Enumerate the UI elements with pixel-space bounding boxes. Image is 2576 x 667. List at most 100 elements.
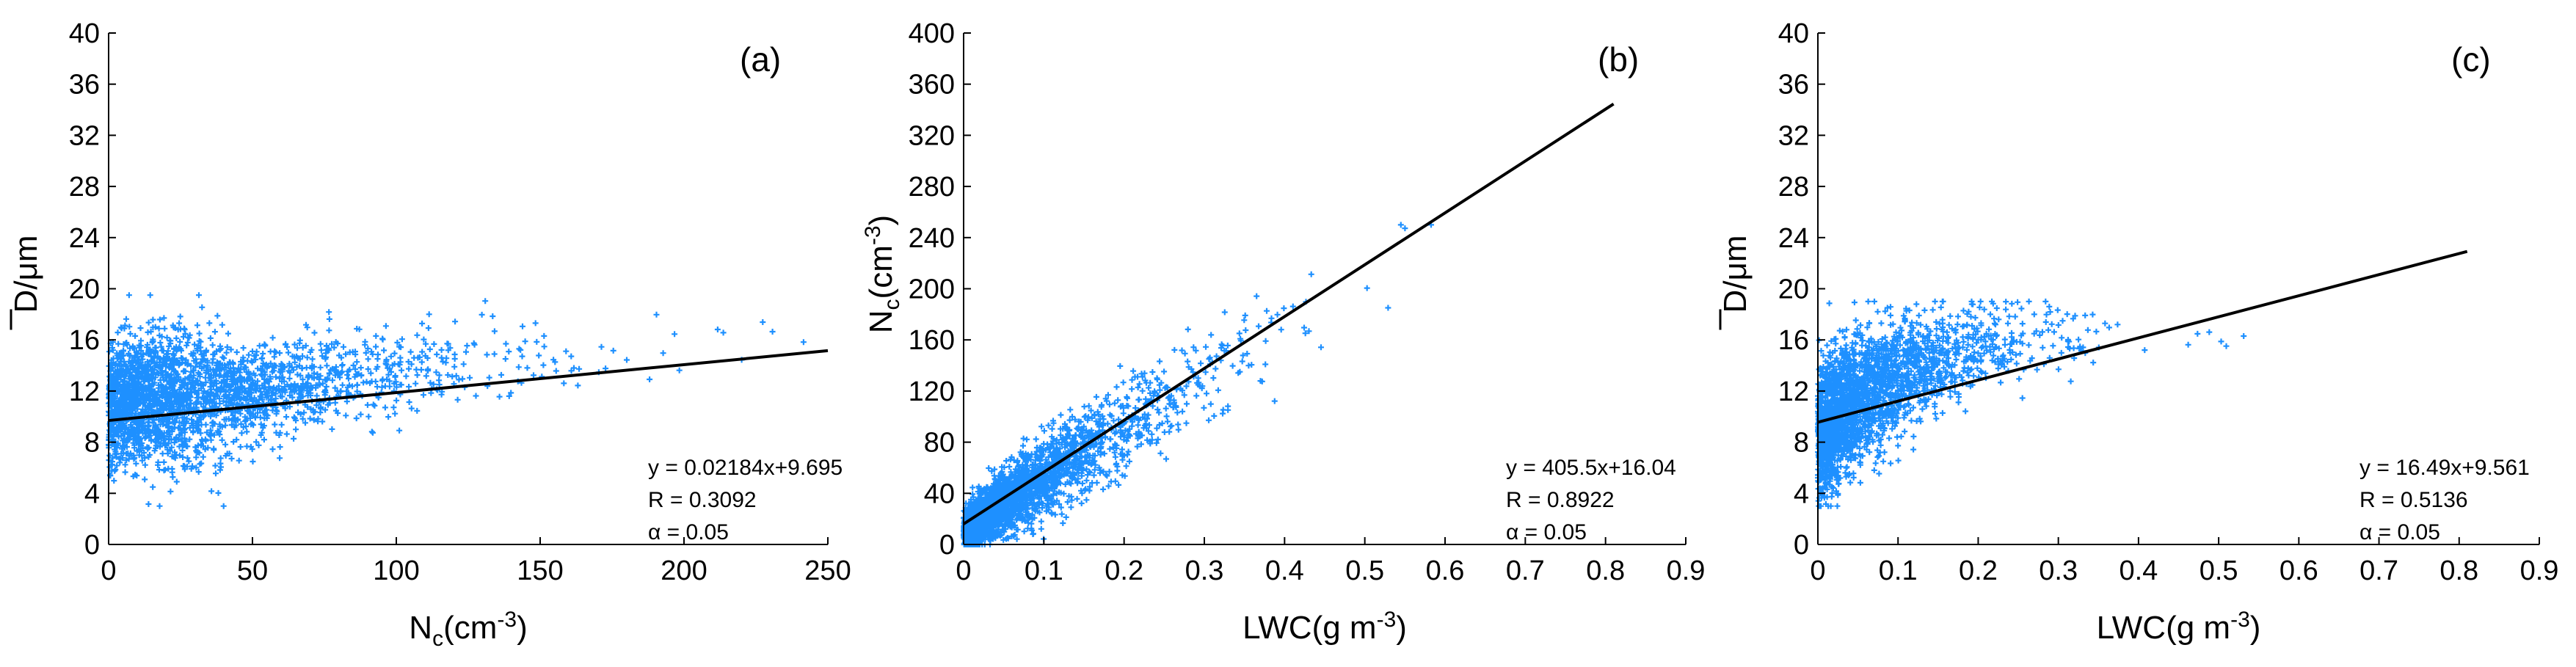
- y-axis-label: Nc(cm-3): [861, 215, 904, 333]
- stat-line-3: α = 0.05: [1506, 520, 1587, 544]
- y-tick-label: 28: [1778, 172, 1809, 203]
- axis-label-sup: -3: [497, 608, 517, 632]
- y-tick-label: 0: [84, 530, 100, 561]
- x-tick-label: 200: [661, 555, 707, 586]
- x-tick-label: 0: [956, 555, 971, 586]
- x-axis-label: LWC(g m-3): [1242, 608, 1407, 646]
- axis-label-base: LWC(g m: [1242, 610, 1377, 646]
- stat-line-1: y = 16.49x+9.561: [2359, 456, 2530, 480]
- x-tick-label: 0.3: [1185, 555, 1224, 586]
- y-tick-label: 120: [909, 376, 955, 407]
- y-tick-label: 32: [1778, 120, 1809, 151]
- y-tick-label: 400: [909, 18, 955, 49]
- stat-line-2: R = 0.5136: [2359, 488, 2468, 512]
- x-tick-label: 0.8: [2439, 555, 2478, 586]
- axis-label-rest: (cm: [863, 245, 899, 299]
- x-axis-label: Nc(cm-3): [409, 608, 527, 651]
- y-tick-label: 160: [909, 325, 955, 356]
- y-tick-label: 320: [909, 120, 955, 151]
- x-tick-label: 0.4: [1265, 555, 1304, 586]
- y-tick-label: 20: [1778, 274, 1809, 305]
- x-tick-label: 0.3: [2039, 555, 2078, 586]
- x-tick-label: 0.9: [2520, 555, 2559, 586]
- y-tick-label: 8: [84, 428, 100, 459]
- axis-label-end: ): [1396, 610, 1407, 646]
- x-tick-label: 0.6: [1426, 555, 1465, 586]
- axis-label-sup: -3: [861, 225, 885, 245]
- y-tick-label: 240: [909, 223, 955, 254]
- scatter-points: [1815, 298, 2247, 509]
- y-tick-label: 36: [1778, 70, 1809, 101]
- y-axis-label: D/μm: [1717, 235, 1753, 313]
- x-tick-label: 0.7: [1506, 555, 1545, 586]
- stat-line-2: R = 0.3092: [648, 488, 757, 512]
- axis-label-end: ): [517, 610, 528, 646]
- y-tick-label: 24: [1778, 223, 1809, 254]
- scatter-markers: [961, 222, 1434, 547]
- stat-line-2: R = 0.8922: [1506, 488, 1615, 512]
- axis-label-unit: /μm: [1717, 235, 1753, 289]
- axis-label-sup: -3: [1377, 608, 1397, 632]
- y-tick-label: 4: [1794, 478, 1809, 509]
- y-tick-label: 40: [69, 18, 100, 49]
- axis-label-rest: (cm: [443, 610, 497, 646]
- x-tick-label: 150: [517, 555, 563, 586]
- axis-label-sub: c: [880, 299, 904, 310]
- y-tick-label: 32: [69, 120, 100, 151]
- x-tick-label: 0.2: [1105, 555, 1143, 586]
- scatter-markers: [106, 292, 807, 509]
- y-tick-label: 0: [1794, 530, 1809, 561]
- y-tick-label: 4: [84, 478, 100, 509]
- x-tick-label: 0.1: [1879, 555, 1918, 586]
- y-tick-label: 24: [69, 223, 100, 254]
- x-tick-label: 0.9: [1667, 555, 1706, 586]
- panel-c: 0 4 8 12 16 20 24 28 32 36 40 0 0.1 0.2 0.3 0.4 0.5 0.6 0.…: [1717, 18, 2558, 646]
- axis-label-sup: -3: [2230, 608, 2250, 632]
- x-tick-label: 0.8: [1586, 555, 1625, 586]
- y-tick-label: 8: [1794, 428, 1809, 459]
- x-tick-label: 0: [1810, 555, 1825, 586]
- scatter-markers: [1815, 298, 2247, 509]
- x-tick-label: 100: [373, 555, 419, 586]
- y-tick-label: 40: [924, 478, 955, 509]
- x-axis-label: LWC(g m-3): [2097, 608, 2261, 646]
- stat-line-3: α = 0.05: [2359, 520, 2440, 544]
- y-tick-label: 28: [69, 172, 100, 203]
- y-tick-label: 280: [909, 172, 955, 203]
- x-tick-label: 0.4: [2119, 555, 2158, 586]
- axis-label-end: ): [2250, 610, 2261, 646]
- y-tick-label: 200: [909, 274, 955, 305]
- y-tick-label: 12: [1778, 376, 1809, 407]
- y-tick-label: 16: [1778, 325, 1809, 356]
- fit-line: [962, 103, 1615, 525]
- panel-label: (c): [2451, 40, 2491, 79]
- panel-label: (a): [740, 40, 781, 79]
- y-tick-label: 12: [69, 376, 100, 407]
- y-tick-label: 40: [1778, 18, 1809, 49]
- scatter-points: [106, 292, 807, 509]
- x-tick-label: 0.1: [1025, 555, 1063, 586]
- x-tick-label: 0: [101, 555, 116, 586]
- axis-label-base: N: [863, 310, 899, 333]
- panel-b: 0 40 80 120 160 200 240 280 320 360 400 0 0.1 0.2 0.3 0…: [861, 18, 1705, 646]
- x-tick-label: 50: [237, 555, 268, 586]
- axis-label-unit: /μm: [8, 235, 44, 289]
- scatter-points: [961, 222, 1434, 547]
- axis-label-base: LWC(g m: [2097, 610, 2231, 646]
- y-tick-label: 80: [924, 428, 955, 459]
- x-tick-label: 0.6: [2280, 555, 2318, 586]
- axis-label-base: N: [409, 610, 432, 646]
- panel-label: (b): [1598, 40, 1639, 79]
- stat-line-1: y = 405.5x+16.04: [1506, 456, 1676, 480]
- axis-label-symbol: D: [8, 290, 44, 313]
- stat-line-3: α = 0.05: [648, 520, 729, 544]
- y-tick-label: 0: [939, 530, 955, 561]
- axis-label-sub: c: [432, 627, 443, 651]
- y-axis-label: D/μm: [8, 235, 44, 313]
- x-tick-label: 0.5: [1345, 555, 1384, 586]
- x-tick-label: 0.2: [1959, 555, 1998, 586]
- axis-label-end: ): [863, 215, 899, 226]
- x-tick-label: 0.5: [2200, 555, 2238, 586]
- fit-line: [108, 349, 829, 423]
